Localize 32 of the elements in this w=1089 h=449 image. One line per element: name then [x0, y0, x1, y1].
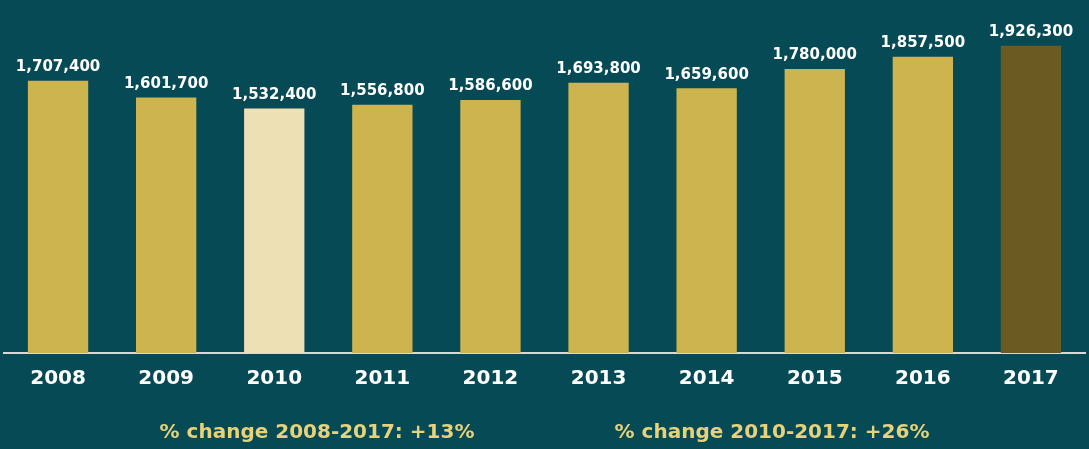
- data-label: 1,532,400: [232, 84, 317, 103]
- bar: [27, 80, 89, 353]
- bar: [352, 104, 413, 353]
- data-label: 1,857,500: [880, 33, 966, 52]
- bar: [892, 56, 954, 353]
- x-tick-label: 2013: [570, 365, 627, 390]
- data-label: 1,601,700: [123, 73, 209, 92]
- x-tick-label: 2008: [30, 365, 86, 390]
- x-tick-label: 2009: [138, 365, 194, 390]
- data-label: 1,707,400: [15, 57, 101, 76]
- x-tick-label: 2015: [786, 365, 843, 390]
- x-tick-label: 2011: [354, 365, 411, 390]
- x-tick-label: 2010: [246, 365, 303, 390]
- bar: [1000, 45, 1062, 353]
- data-label: 1,926,300: [988, 22, 1074, 41]
- data-label: 1,556,800: [340, 81, 425, 100]
- bar: [676, 88, 737, 353]
- x-tick-label: 2014: [678, 365, 735, 390]
- text: % change 2010-2017: +26%: [614, 419, 930, 444]
- bar: [244, 108, 305, 353]
- x-tick-label: 2017: [1003, 365, 1059, 390]
- data-label: 1,693,800: [556, 59, 641, 78]
- bar: [784, 69, 845, 353]
- x-tick-label: 2016: [895, 365, 951, 390]
- data-label: 1,659,600: [664, 64, 749, 83]
- text: % change 2008-2017: +13%: [159, 419, 475, 444]
- data-label: 1,780,000: [772, 45, 857, 64]
- bar: [460, 99, 521, 353]
- x-tick-label: 2012: [462, 365, 519, 390]
- bar: [135, 97, 197, 353]
- data-label: 1,586,600: [448, 76, 533, 95]
- bar: [568, 82, 629, 353]
